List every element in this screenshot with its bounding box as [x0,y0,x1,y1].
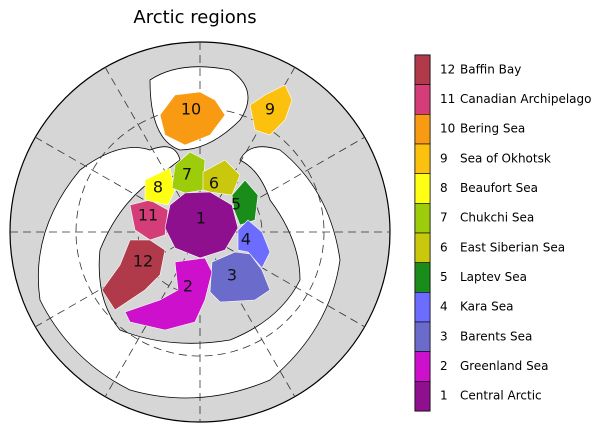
region [101,239,166,311]
region-label: 10 [181,100,201,119]
legend-swatch [414,203,431,234]
legend-swatch [414,143,431,174]
legend-name: Chukchi Sea [460,211,534,225]
legend-number: 10 [440,122,455,136]
region-label: 9 [265,100,275,119]
region [237,219,271,269]
legend-number: 4 [440,300,448,314]
ocean [37,146,341,399]
legend-number: 1 [440,389,448,403]
region-label: 4 [241,230,251,249]
legend-name: Greenland Sea [460,359,548,373]
legend-number: 7 [440,211,448,225]
legend-swatch [414,351,431,382]
region [144,167,176,206]
region-label: 7 [182,165,192,184]
legend-swatch [414,262,431,293]
legend-name: Laptev Sea [460,270,527,284]
legend-name: Baffin Bay [460,62,521,76]
legend-name: Barents Sea [460,329,532,343]
region [249,84,293,136]
region-label: 6 [209,174,219,193]
region-label: 12 [133,252,153,271]
region-label: 5 [231,195,241,214]
legend-name: Bering Sea [460,122,525,136]
region [159,91,226,146]
region-label: 11 [138,206,158,225]
legend-number: 2 [440,359,448,373]
legend-name: Kara Sea [460,300,513,314]
legend-swatch [414,54,431,85]
region-label: 1 [196,209,206,228]
region-label: 3 [227,266,237,285]
legend-number: 12 [440,62,455,76]
region [164,191,239,259]
legend-name: Central Arctic [460,389,542,403]
title: Arctic regions [133,7,256,28]
region [124,257,213,331]
legend-swatch [414,232,431,263]
legend-swatch [414,292,431,323]
legend-swatch [414,84,431,115]
legend-swatch [414,381,431,412]
legend-name: Beaufort Sea [460,181,538,195]
legend-number: 8 [440,181,448,195]
region [231,179,259,226]
legend-number: 5 [440,270,448,284]
legend-name: East Siberian Sea [460,240,565,254]
legend-number: 6 [440,240,448,254]
legend-number: 3 [440,329,448,343]
region [209,251,271,303]
legend-swatch [414,321,431,352]
region-label: 2 [183,277,193,296]
legend-name: Sea of Okhotsk [460,151,551,165]
legend-swatch [414,173,431,204]
legend-name: Canadian Archipelago [460,92,591,106]
region-label: 8 [153,178,163,197]
legend-number: 11 [440,92,455,106]
legend-swatch [414,114,431,145]
legend-number: 9 [440,151,448,165]
